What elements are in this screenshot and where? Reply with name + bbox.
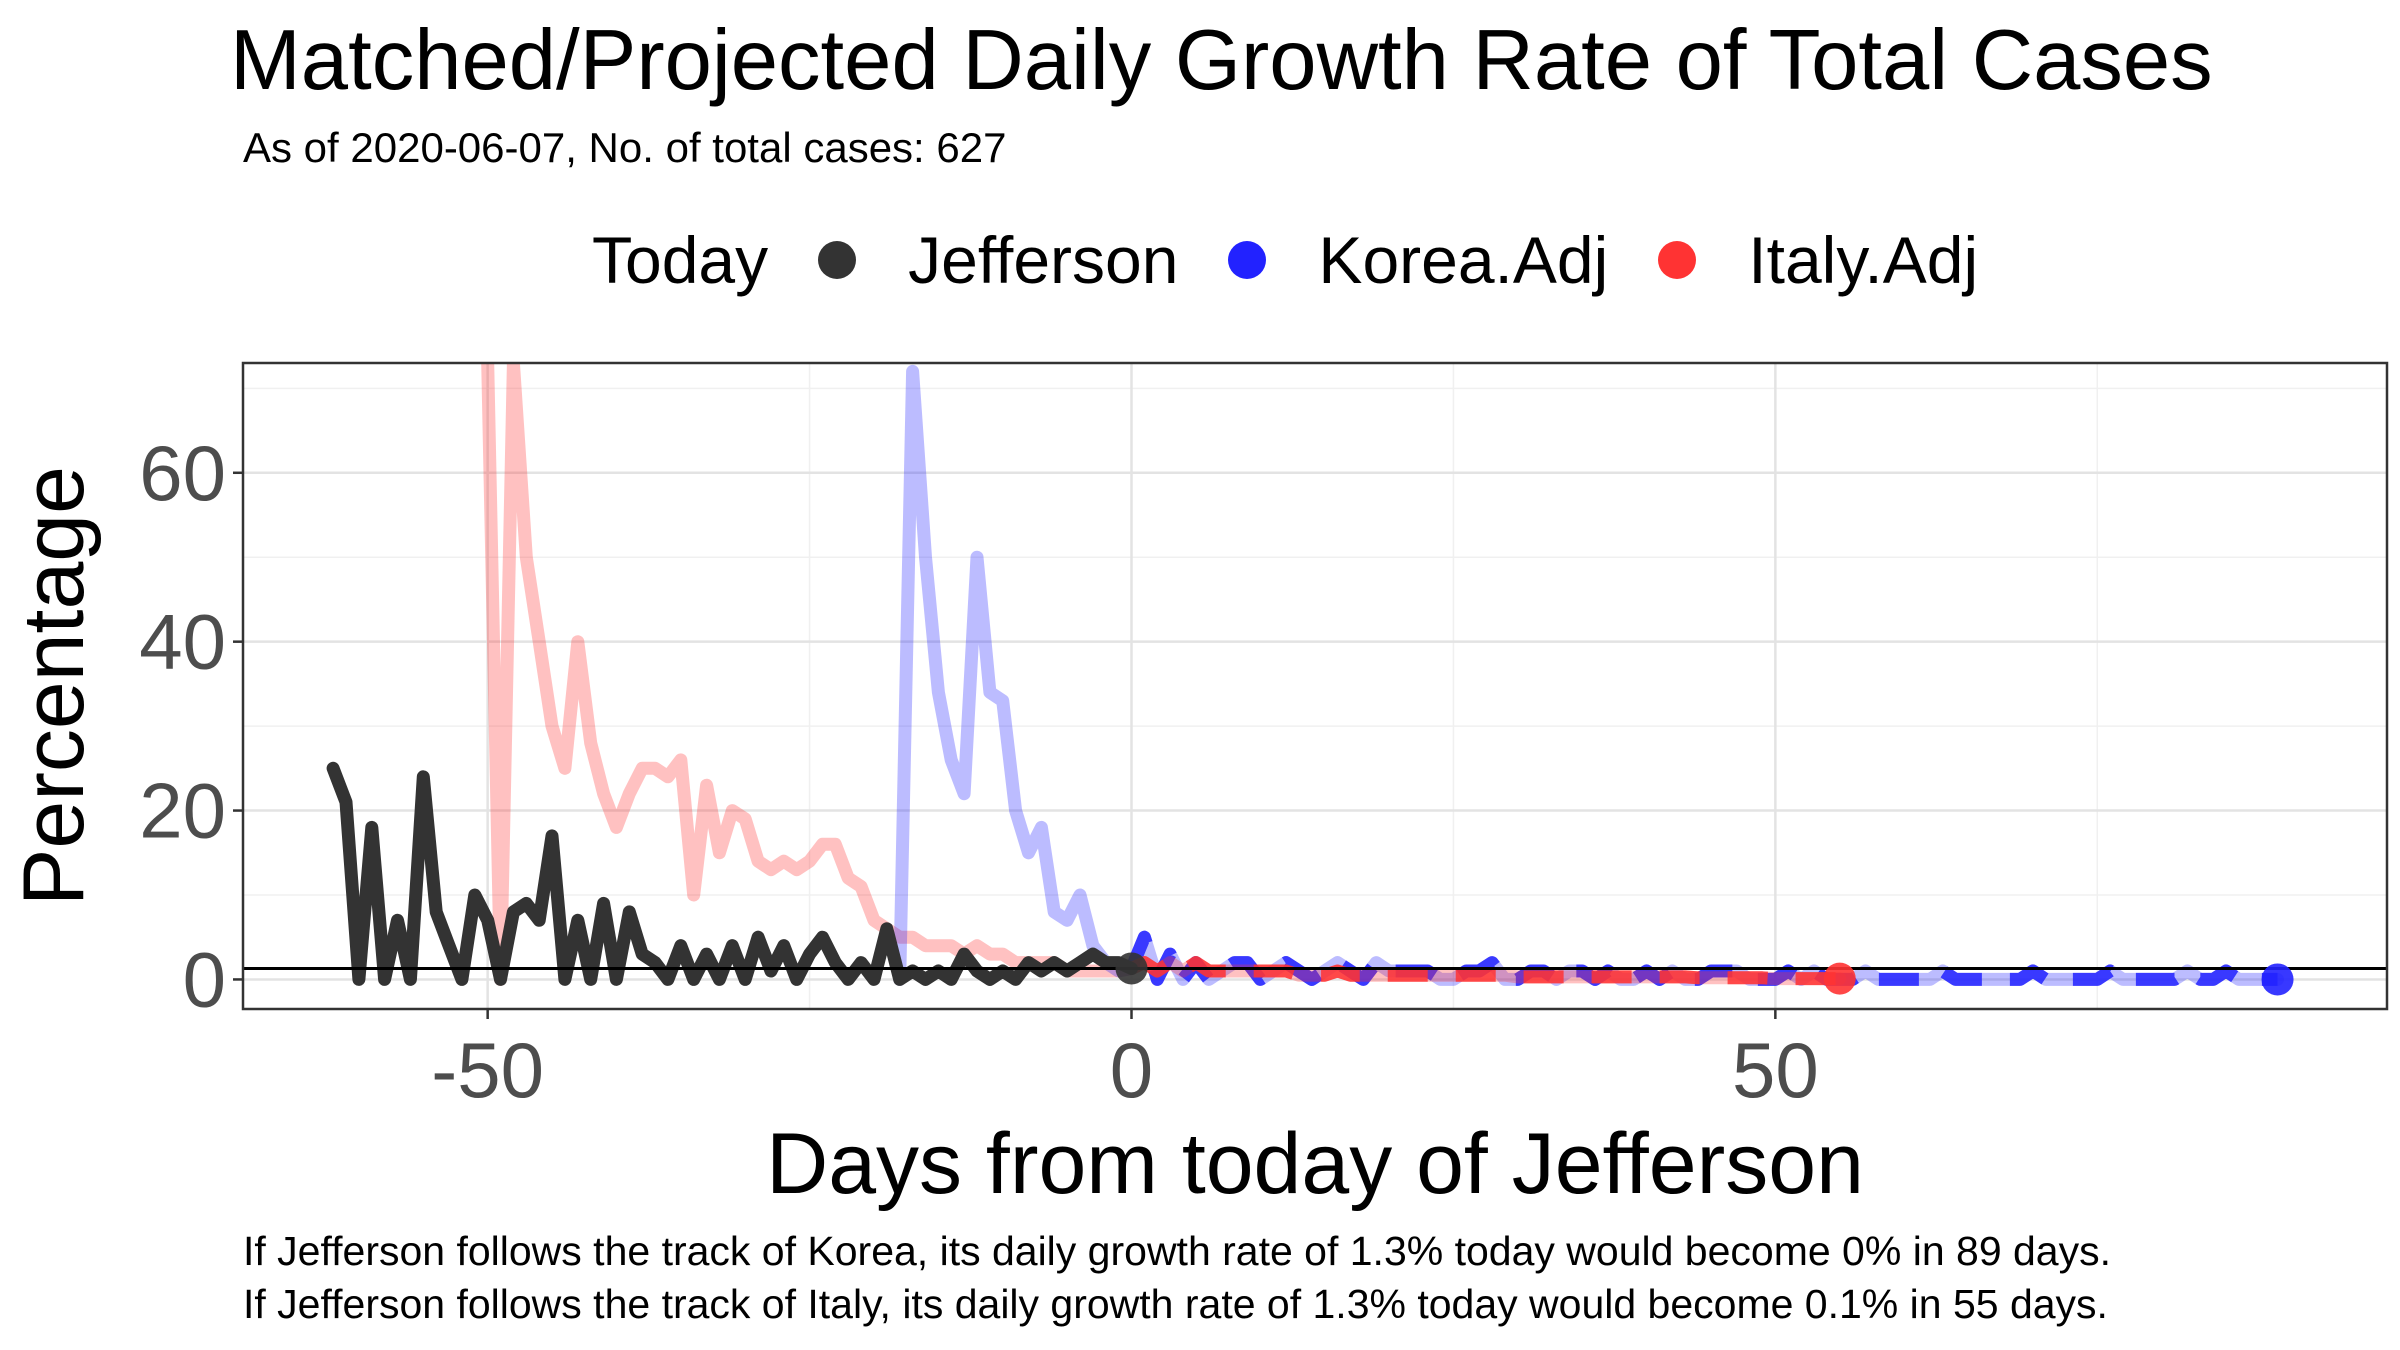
series-line-jefferson bbox=[326, 761, 1138, 986]
x-tick-label: 0 bbox=[1110, 1026, 1153, 1114]
series-line-korea bbox=[893, 364, 1138, 986]
legend-dot-italy bbox=[1658, 241, 1697, 279]
legend: Today Jefferson Korea.Adj Italy.Adj bbox=[592, 215, 2028, 305]
x-tick-label: -50 bbox=[431, 1026, 544, 1114]
caption-italy: If Jefferson follows the track of Italy,… bbox=[243, 1281, 2108, 1327]
y-axis-title: Percentage bbox=[6, 466, 102, 906]
y-tick-label: 0 bbox=[183, 935, 226, 1023]
y-tick-label: 40 bbox=[139, 598, 226, 686]
legend-title: Today bbox=[592, 223, 769, 297]
series-layer bbox=[326, 363, 2284, 986]
y-tick-label: 20 bbox=[139, 767, 226, 855]
legend-item-italy: Italy.Adj bbox=[1658, 222, 1978, 298]
today-point-korea bbox=[2261, 963, 2294, 996]
legend-label-jefferson: Jefferson bbox=[908, 223, 1179, 297]
caption-korea: If Jefferson follows the track of Korea,… bbox=[243, 1228, 2112, 1274]
legend-dot-korea bbox=[1228, 241, 1267, 279]
x-axis-title: Days from today of Jefferson bbox=[766, 1116, 1864, 1212]
chart-subtitle: As of 2020-06-07, No. of total cases: 62… bbox=[243, 124, 1007, 171]
y-tick-label: 60 bbox=[139, 429, 226, 517]
legend-label-korea: Korea.Adj bbox=[1318, 223, 1609, 297]
legend-label-italy: Italy.Adj bbox=[1748, 223, 1979, 297]
x-tick-label: 50 bbox=[1732, 1026, 1819, 1114]
chart-title: Matched/Projected Daily Growth Rate of T… bbox=[230, 13, 2213, 108]
series-line-korea-projected bbox=[1125, 930, 2278, 986]
today-point-jefferson bbox=[1115, 952, 1148, 985]
legend-item-korea: Korea.Adj bbox=[1228, 222, 1608, 298]
series-line-italy-projected bbox=[1128, 956, 1840, 986]
panel-border bbox=[241, 361, 2389, 1011]
legend-dot-jefferson bbox=[818, 241, 857, 279]
today-point-italy bbox=[1823, 962, 1856, 995]
legend-item-jefferson: Jefferson bbox=[818, 222, 1178, 298]
